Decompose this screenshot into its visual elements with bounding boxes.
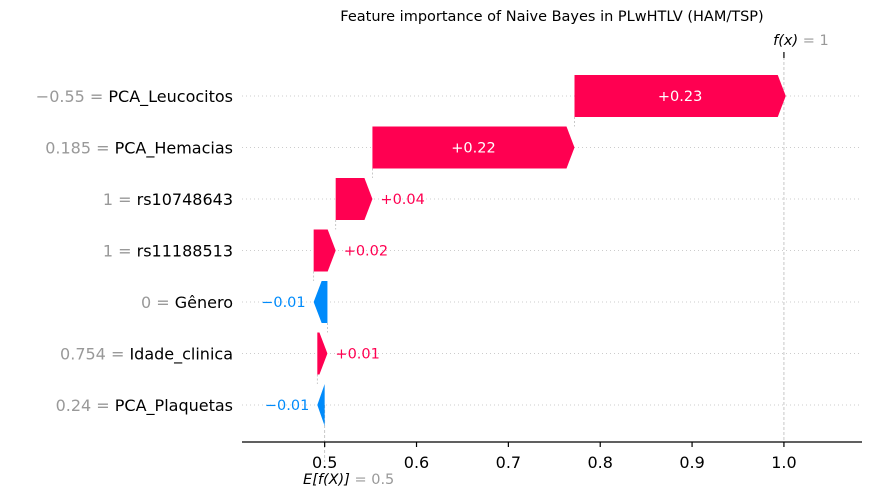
feature-label: −0.55 = PCA_Leucocitos xyxy=(36,87,233,107)
bar-positive xyxy=(317,332,328,375)
x-axis: 0.5 0.6 0.7 0.8 0.9 1.0 xyxy=(242,441,862,472)
bar-positive xyxy=(372,126,575,169)
x-tick-label: 1.0 xyxy=(771,453,796,472)
base-value-label: E[f(X)] xyxy=(303,472,354,488)
feature-name: Gênero xyxy=(175,293,233,312)
feature-label: 0 = Gênero xyxy=(141,293,233,312)
feature-value: 1 = xyxy=(103,242,137,261)
feature-name: Idade_clinica xyxy=(129,345,233,365)
reference-lines xyxy=(324,52,785,462)
bar-value-label: +0.01 xyxy=(335,347,379,363)
x-tick-label: 0.8 xyxy=(587,453,612,472)
bar-value-label: +0.04 xyxy=(380,192,424,208)
bar-positive xyxy=(335,178,373,220)
output-value-annotation: f(x) = 1 xyxy=(773,33,829,49)
x-tick-label: 0.5 xyxy=(312,453,337,472)
feature-name: PCA_Hemacias xyxy=(115,139,233,159)
x-tick-label: 0.9 xyxy=(679,453,704,472)
feature-name: PCA_Leucocitos xyxy=(108,87,233,107)
x-tick-label: 0.6 xyxy=(404,453,429,472)
feature-labels: −0.55 = PCA_Leucocitos 0.185 = PCA_Hemaci… xyxy=(36,87,233,416)
bar-negative xyxy=(317,384,325,426)
feature-name: PCA_Plaquetas xyxy=(115,396,233,416)
feature-value: 0.185 = xyxy=(45,139,114,158)
bar-value-label: +0.22 xyxy=(451,141,495,157)
feature-value: 1 = xyxy=(103,190,137,209)
feature-label: 1 = rs10748643 xyxy=(103,190,233,209)
base-value-text: = 0.5 xyxy=(354,472,394,488)
bar-value-label: −0.01 xyxy=(265,398,309,414)
feature-name: rs10748643 xyxy=(137,190,233,209)
bar-value-label: −0.01 xyxy=(261,295,305,311)
chart-title: Feature importance of Naive Bayes in PLw… xyxy=(340,9,763,25)
contribution-bars: +0.23 +0.22 +0.04 +0.02 −0.01 +0.01 −0.01 xyxy=(261,75,786,426)
feature-label: 0.24 = PCA_Plaquetas xyxy=(56,396,233,416)
bar-positive xyxy=(574,75,786,117)
feature-value: 0 = xyxy=(141,293,175,312)
feature-value: 0.754 = xyxy=(60,345,129,364)
bar-positive xyxy=(313,229,336,272)
bar-value-label: +0.02 xyxy=(344,244,388,260)
feature-label: 1 = rs11188513 xyxy=(103,242,233,261)
value-annotations: E[f(X)] = 0.5 f(x) = 1 xyxy=(303,33,829,488)
output-value-label: f(x) xyxy=(773,33,803,49)
feature-label: 0.754 = Idade_clinica xyxy=(60,345,233,365)
output-value-text: = 1 xyxy=(803,33,829,49)
base-value-annotation: E[f(X)] = 0.5 xyxy=(303,472,394,488)
x-tick-label: 0.7 xyxy=(496,453,521,472)
bar-negative xyxy=(313,281,328,323)
feature-value: −0.55 = xyxy=(36,87,109,106)
feature-label: 0.185 = PCA_Hemacias xyxy=(45,139,233,159)
bar-value-label: +0.23 xyxy=(658,89,702,105)
feature-name: rs11188513 xyxy=(137,242,233,261)
feature-value: 0.24 = xyxy=(56,396,115,415)
